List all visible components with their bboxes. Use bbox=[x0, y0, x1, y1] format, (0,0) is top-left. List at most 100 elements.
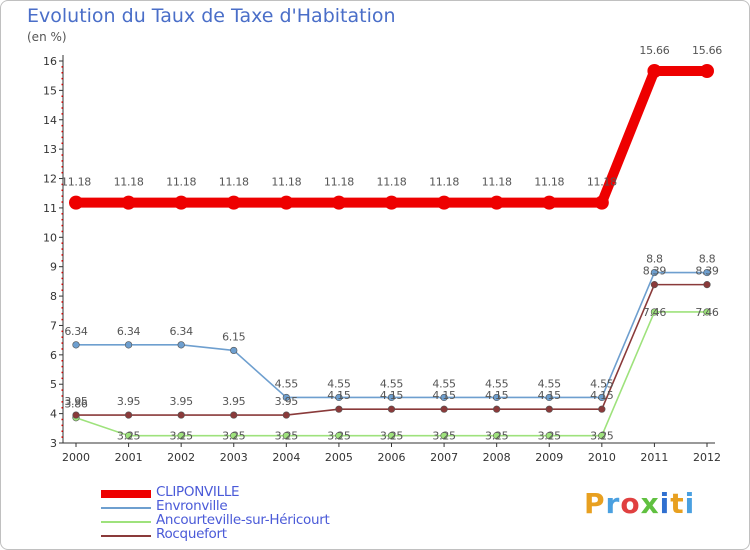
y-minor-tick bbox=[61, 406, 63, 409]
y-minor-tick bbox=[61, 154, 63, 156]
y-minor-tick bbox=[61, 195, 63, 197]
y-tick-label: 15 bbox=[43, 84, 57, 97]
x-tick-label: 2006 bbox=[378, 451, 406, 464]
data-point bbox=[335, 405, 343, 413]
y-tick-label: 8 bbox=[50, 290, 57, 303]
data-point bbox=[700, 63, 714, 78]
y-tick-label: 4 bbox=[50, 408, 57, 421]
y-minor-tick bbox=[61, 213, 63, 215]
data-label: 3.25 bbox=[485, 430, 509, 443]
data-point bbox=[121, 195, 136, 210]
y-minor-tick bbox=[61, 136, 63, 139]
data-label: 3.25 bbox=[538, 430, 562, 443]
data-point bbox=[387, 405, 396, 413]
chart-title: Evolution du Taux de Taxe d'Habitation bbox=[27, 5, 396, 27]
y-minor-tick bbox=[61, 254, 63, 256]
data-point bbox=[384, 195, 399, 210]
logo-letter: i bbox=[684, 487, 696, 520]
y-minor-tick bbox=[61, 160, 63, 162]
data-label: 3.25 bbox=[327, 430, 351, 443]
data-label: 11.18 bbox=[219, 176, 249, 189]
data-label: 3.25 bbox=[432, 430, 456, 443]
y-minor-tick bbox=[61, 95, 63, 98]
data-point bbox=[493, 405, 501, 413]
data-label: 11.18 bbox=[429, 176, 459, 189]
data-point bbox=[493, 432, 501, 440]
y-minor-tick bbox=[61, 271, 63, 274]
data-label: 11.18 bbox=[534, 176, 564, 189]
x-tick-label: 2010 bbox=[588, 451, 616, 464]
data-point bbox=[387, 393, 396, 402]
data-label: 3.86 bbox=[64, 398, 88, 411]
data-point bbox=[440, 405, 448, 413]
data-point bbox=[594, 195, 609, 210]
y-minor-tick bbox=[61, 101, 63, 103]
y-tick-label: 5 bbox=[50, 378, 57, 391]
data-label: 15.66 bbox=[639, 44, 669, 57]
y-minor-tick bbox=[61, 307, 63, 309]
y-minor-tick bbox=[61, 436, 63, 438]
legend-label: Ancourteville-sur-Héricourt bbox=[156, 512, 330, 528]
x-tick-label: 2007 bbox=[430, 451, 458, 464]
y-tick-label: 9 bbox=[50, 261, 57, 274]
data-label: 4.55 bbox=[538, 377, 562, 390]
data-label: 3.95 bbox=[117, 395, 141, 408]
data-point bbox=[69, 195, 83, 210]
y-minor-tick bbox=[61, 289, 63, 291]
y-minor-tick bbox=[61, 248, 63, 250]
y-minor-tick bbox=[61, 424, 63, 427]
y-minor-tick bbox=[61, 418, 63, 421]
data-label: 11.18 bbox=[587, 176, 617, 189]
logo-letter: t bbox=[670, 487, 685, 520]
logo-letter: o bbox=[620, 487, 641, 520]
data-label: 3.25 bbox=[170, 430, 194, 443]
data-label: 3.25 bbox=[275, 430, 299, 443]
data-point bbox=[545, 405, 553, 413]
data-label: 15.66 bbox=[692, 44, 722, 57]
data-point bbox=[331, 195, 346, 210]
legend-swatch bbox=[101, 507, 151, 509]
y-minor-tick bbox=[61, 218, 63, 221]
data-label: 6.34 bbox=[64, 325, 88, 338]
data-label: 4.55 bbox=[380, 377, 404, 390]
data-label: 4.15 bbox=[432, 389, 456, 402]
data-label: 6.34 bbox=[170, 325, 194, 338]
data-label: 4.55 bbox=[485, 377, 509, 390]
y-minor-tick bbox=[61, 318, 63, 321]
data-label: 3.95 bbox=[275, 395, 299, 408]
y-minor-tick bbox=[61, 401, 63, 403]
logo-letter: x bbox=[640, 487, 660, 520]
data-label: 7.46 bbox=[695, 306, 719, 319]
data-label: 3.25 bbox=[222, 430, 246, 443]
legend-swatch bbox=[101, 535, 151, 537]
y-minor-tick bbox=[61, 83, 63, 86]
y-minor-tick bbox=[61, 336, 63, 338]
data-label: 11.18 bbox=[61, 176, 91, 189]
data-label: 11.18 bbox=[324, 176, 354, 189]
y-minor-tick bbox=[61, 377, 63, 380]
data-label: 3.95 bbox=[64, 395, 88, 408]
data-point bbox=[440, 393, 448, 402]
y-minor-tick bbox=[61, 171, 63, 174]
data-point bbox=[230, 432, 238, 440]
data-label: 4.55 bbox=[327, 377, 351, 390]
data-labels: 6.34 6.34 6.34 6.15 4.55 4.55 4.55 4.55 4.55 4.55… bbox=[61, 44, 723, 443]
data-point bbox=[124, 411, 133, 419]
data-point bbox=[545, 432, 553, 440]
x-tick-label: 2011 bbox=[640, 451, 668, 464]
data-point bbox=[124, 432, 133, 440]
y-tick-label: 12 bbox=[43, 173, 57, 186]
data-point bbox=[124, 341, 133, 349]
data-point bbox=[72, 411, 80, 419]
data-point bbox=[545, 393, 553, 402]
legend-label: Rocquefort bbox=[156, 526, 227, 542]
x-tick-label: 2003 bbox=[220, 451, 248, 464]
data-point bbox=[647, 63, 662, 78]
data-label: 4.15 bbox=[538, 389, 562, 402]
y-minor-tick bbox=[61, 277, 63, 280]
data-label: 3.95 bbox=[170, 395, 194, 408]
legend-label: Envronville bbox=[156, 498, 228, 514]
y-minor-tick bbox=[61, 142, 63, 145]
data-label: 3.95 bbox=[222, 395, 246, 408]
y-minor-tick bbox=[61, 166, 63, 168]
